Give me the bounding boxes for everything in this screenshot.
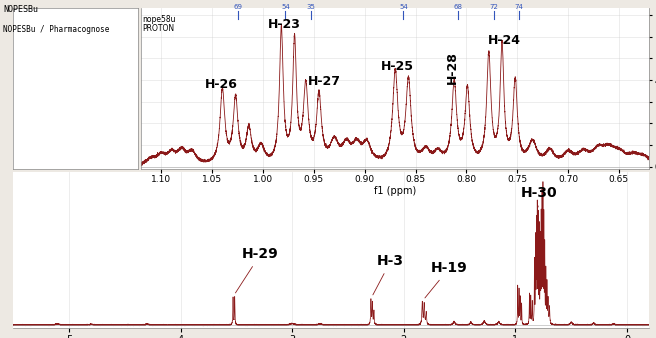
Text: NOPESBu: NOPESBu xyxy=(3,5,38,14)
Text: H-26: H-26 xyxy=(205,78,238,91)
Text: 69: 69 xyxy=(233,4,242,10)
Text: 54: 54 xyxy=(399,4,408,10)
Text: H-28: H-28 xyxy=(445,51,459,84)
Text: 68: 68 xyxy=(454,4,462,10)
Text: H-24: H-24 xyxy=(487,34,521,47)
Text: H-30: H-30 xyxy=(521,186,558,207)
Text: H-23: H-23 xyxy=(268,18,301,31)
Text: 74: 74 xyxy=(515,4,523,10)
X-axis label: f1 (ppm): f1 (ppm) xyxy=(374,186,417,196)
Text: H-3: H-3 xyxy=(373,255,404,295)
Text: PROTON: PROTON xyxy=(142,24,174,33)
Text: H-19: H-19 xyxy=(425,261,467,298)
Text: H-29: H-29 xyxy=(236,247,279,293)
Text: H-25: H-25 xyxy=(380,60,414,73)
Text: 72: 72 xyxy=(489,4,499,10)
Text: 54: 54 xyxy=(281,4,290,10)
Text: NOPESBu / Pharmacognose: NOPESBu / Pharmacognose xyxy=(3,25,110,34)
Text: nope58u: nope58u xyxy=(142,15,176,24)
Text: 35: 35 xyxy=(306,4,316,10)
Text: H-27: H-27 xyxy=(308,75,341,89)
